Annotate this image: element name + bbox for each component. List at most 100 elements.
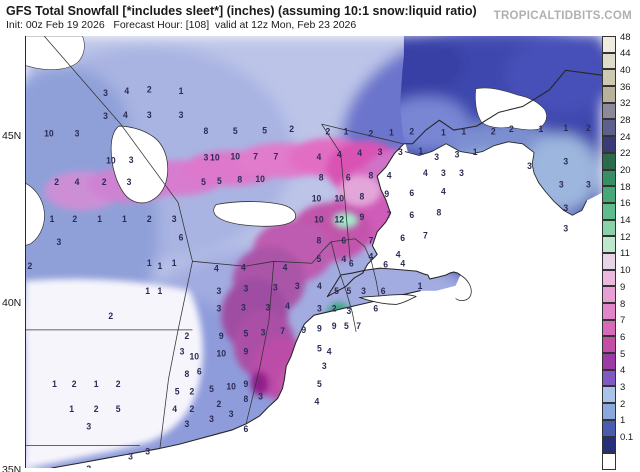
svg-text:7: 7 xyxy=(280,326,285,336)
svg-text:3: 3 xyxy=(241,302,246,312)
svg-text:4: 4 xyxy=(241,262,246,272)
svg-text:5: 5 xyxy=(175,386,180,396)
svg-text:4: 4 xyxy=(423,168,428,178)
svg-text:6: 6 xyxy=(400,233,405,243)
svg-text:5: 5 xyxy=(209,384,214,394)
svg-text:3: 3 xyxy=(147,110,152,120)
svg-text:1: 1 xyxy=(344,126,349,136)
svg-text:8: 8 xyxy=(237,175,242,185)
svg-text:6: 6 xyxy=(346,173,351,183)
svg-text:10: 10 xyxy=(230,152,240,162)
svg-text:9: 9 xyxy=(384,189,389,199)
svg-text:1: 1 xyxy=(563,123,568,133)
svg-text:1: 1 xyxy=(97,214,102,224)
svg-text:10: 10 xyxy=(255,174,265,184)
svg-text:1: 1 xyxy=(145,286,150,296)
svg-text:6: 6 xyxy=(409,188,414,198)
svg-text:3: 3 xyxy=(441,168,446,178)
svg-text:5: 5 xyxy=(116,404,121,414)
svg-text:1: 1 xyxy=(179,86,184,96)
svg-text:10: 10 xyxy=(216,349,226,359)
svg-text:2: 2 xyxy=(72,214,77,224)
svg-text:3: 3 xyxy=(559,180,564,190)
svg-text:3: 3 xyxy=(243,283,248,293)
svg-text:1: 1 xyxy=(418,281,423,291)
svg-text:9: 9 xyxy=(332,321,337,331)
svg-text:4: 4 xyxy=(337,149,342,159)
svg-text:3: 3 xyxy=(317,303,322,313)
svg-text:4: 4 xyxy=(327,346,332,356)
svg-text:8: 8 xyxy=(319,173,324,183)
svg-text:3: 3 xyxy=(527,161,532,171)
svg-text:5: 5 xyxy=(217,176,222,186)
svg-text:9: 9 xyxy=(243,346,248,356)
svg-text:1: 1 xyxy=(122,214,127,224)
svg-text:3: 3 xyxy=(56,237,61,247)
svg-text:2: 2 xyxy=(586,123,591,133)
svg-text:3: 3 xyxy=(455,149,460,159)
svg-text:10: 10 xyxy=(189,351,199,361)
svg-text:1: 1 xyxy=(158,286,163,296)
svg-text:4: 4 xyxy=(285,301,290,311)
svg-text:1: 1 xyxy=(418,146,423,156)
svg-text:1: 1 xyxy=(172,258,177,268)
svg-text:9: 9 xyxy=(219,331,224,341)
svg-text:2: 2 xyxy=(409,126,414,136)
svg-text:3: 3 xyxy=(145,447,150,457)
svg-text:4: 4 xyxy=(341,254,346,264)
svg-text:3: 3 xyxy=(563,156,568,166)
svg-text:10: 10 xyxy=(312,193,322,203)
svg-text:3: 3 xyxy=(128,452,133,462)
svg-text:2: 2 xyxy=(54,177,59,187)
svg-text:5: 5 xyxy=(344,321,349,331)
svg-text:2: 2 xyxy=(332,303,337,313)
svg-text:9: 9 xyxy=(317,324,322,334)
svg-text:10: 10 xyxy=(106,155,116,165)
svg-text:3: 3 xyxy=(378,147,383,157)
svg-text:1: 1 xyxy=(94,379,99,389)
svg-text:4: 4 xyxy=(172,404,177,414)
svg-text:3: 3 xyxy=(216,303,221,313)
svg-text:3: 3 xyxy=(172,214,177,224)
svg-text:2: 2 xyxy=(189,404,194,414)
svg-text:7: 7 xyxy=(274,152,279,162)
svg-text:8: 8 xyxy=(185,369,190,379)
svg-text:8: 8 xyxy=(360,191,365,201)
svg-text:4: 4 xyxy=(315,396,320,406)
svg-text:3: 3 xyxy=(459,168,464,178)
svg-text:3: 3 xyxy=(258,391,263,401)
svg-text:3: 3 xyxy=(179,110,184,120)
svg-text:1: 1 xyxy=(389,128,394,138)
svg-text:2: 2 xyxy=(108,311,113,321)
svg-text:1: 1 xyxy=(441,128,446,138)
svg-text:2: 2 xyxy=(326,126,331,136)
svg-text:3: 3 xyxy=(265,302,270,312)
svg-text:2: 2 xyxy=(147,84,152,94)
svg-text:5: 5 xyxy=(334,286,339,296)
svg-text:1: 1 xyxy=(538,124,543,134)
svg-text:5: 5 xyxy=(201,177,206,187)
svg-text:3: 3 xyxy=(563,224,568,234)
svg-text:3: 3 xyxy=(295,281,300,291)
svg-text:3: 3 xyxy=(229,409,234,419)
svg-text:1: 1 xyxy=(473,147,478,157)
svg-text:8: 8 xyxy=(437,207,442,217)
svg-text:3: 3 xyxy=(361,286,366,296)
svg-text:3: 3 xyxy=(103,111,108,121)
svg-text:3: 3 xyxy=(586,180,591,190)
svg-text:2: 2 xyxy=(216,399,221,409)
svg-text:5: 5 xyxy=(262,125,267,135)
svg-text:1: 1 xyxy=(50,214,55,224)
svg-text:2: 2 xyxy=(189,386,194,396)
svg-text:3: 3 xyxy=(322,361,327,371)
svg-text:5: 5 xyxy=(243,329,248,339)
svg-text:5: 5 xyxy=(347,286,352,296)
svg-text:7: 7 xyxy=(423,231,428,241)
svg-text:4: 4 xyxy=(75,177,80,187)
svg-text:6: 6 xyxy=(341,235,346,245)
svg-text:3: 3 xyxy=(86,422,91,432)
svg-text:7: 7 xyxy=(369,235,374,245)
svg-text:2: 2 xyxy=(72,379,77,389)
svg-text:5: 5 xyxy=(233,126,238,136)
svg-text:1: 1 xyxy=(461,126,466,136)
